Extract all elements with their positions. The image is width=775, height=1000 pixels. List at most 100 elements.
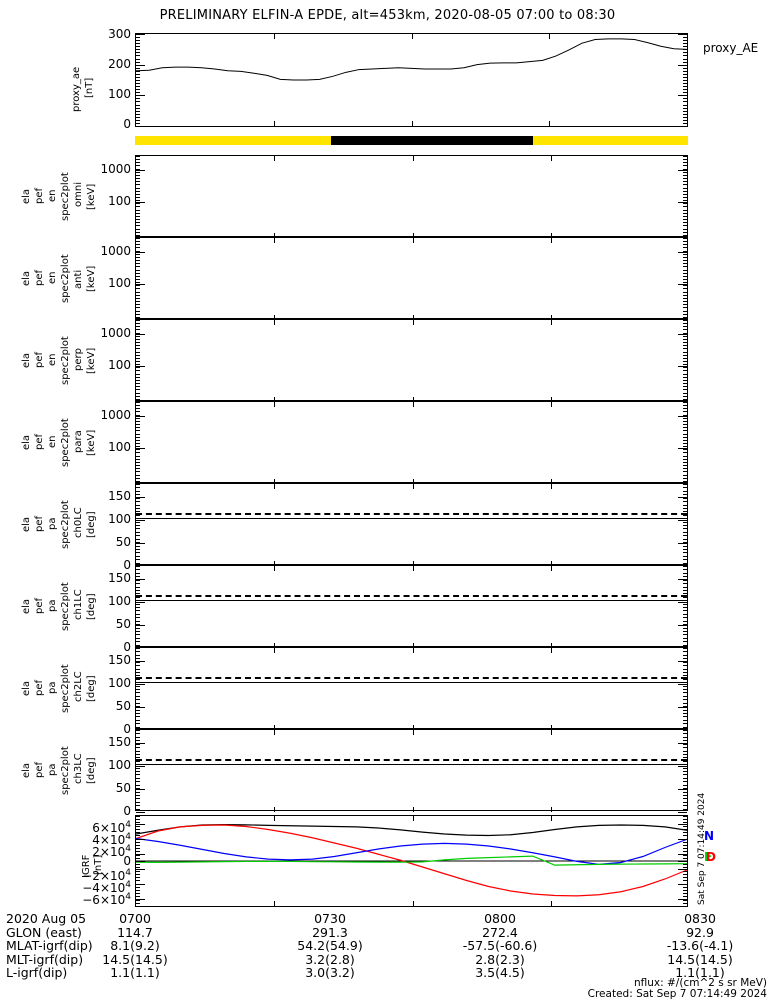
xaxis-cell: 3.5(4.5) (475, 965, 525, 980)
igrf-ytick-exponent: 4 (125, 820, 131, 830)
lc-ylabel-2: pa (47, 681, 58, 694)
xaxis-table: 2020 Aug 05 0700 0730 0800 0830 GLON (east) 11… (0, 912, 775, 980)
igrf-ytick: −4×104 (82, 880, 131, 895)
losscone-panel-ch0lc (135, 483, 688, 567)
proxy-ae-ylabel-line1: proxy_ae (71, 66, 82, 112)
spec-ytick: 1000 (100, 161, 131, 176)
footer-created: Created: Sat Sep 7 07:14:49 2024 (587, 988, 767, 1000)
spec-ylabel-3: spec2plot (60, 254, 71, 304)
antilosscone-dashed-line (136, 759, 687, 761)
antilosscone-dashed-line (136, 513, 687, 515)
xaxis-cell: 1.1(1.1) (110, 965, 160, 980)
lc-ytick: 100 (108, 676, 131, 691)
xaxis-cell: 0830 (684, 911, 716, 926)
lc-ylabel-1: pef (34, 598, 45, 615)
igrf-ytick-exponent: 4 (125, 844, 131, 854)
xaxis-cell: -13.6(-4.1) (666, 938, 734, 953)
igrf-vertical-date: Sat Sep 7 07:14:49 2024 (697, 792, 707, 905)
spec-ylabel-2: en (47, 271, 58, 284)
xaxis-cell: 92.9 (686, 924, 714, 940)
xaxis-cell: -57.5(-60.6) (462, 938, 538, 953)
spec-ytick: 1000 (100, 243, 131, 258)
spec-ytick: 100 (108, 193, 131, 208)
spec-ylabel-2: en (47, 435, 58, 448)
lc-ylabel-0: ela (21, 599, 32, 615)
spec-ylabel-4: para (73, 430, 84, 454)
xaxis-cell: 291.3 (312, 924, 348, 940)
proxy-ae-plot (136, 34, 687, 126)
spectrogram-panel-omni (135, 155, 688, 238)
lc-ylabel-4: ch0LC (73, 507, 84, 538)
lc-ytick: 150 (108, 653, 131, 668)
spec-ylabel-3: spec2plot (60, 336, 71, 386)
lc-ylabel-4: ch2LC (73, 671, 84, 702)
lc-ytick: 150 (108, 571, 131, 586)
xaxis-cell: 114.7 (117, 924, 153, 940)
igrf-ytick: −2×104 (82, 868, 131, 883)
xaxis-row: 2020 Aug 05 0700 0730 0800 0830 (0, 912, 775, 926)
igrf-series-D (136, 825, 687, 896)
lc-ylabel-3: spec2plot (60, 664, 71, 714)
lc-ylabel-1: pef (34, 516, 45, 533)
lc-ytick: 0 (123, 722, 131, 736)
spectrogram-panel-para (135, 401, 688, 484)
proxy-ae-ytick-100: 100 (108, 87, 131, 101)
xaxis-row-label: L-igrf(dip) (6, 965, 68, 980)
xaxis-row-label: 2020 Aug 05 (6, 911, 87, 926)
losscone-panel-ch1lc (135, 565, 688, 649)
xaxis-cell: 3.2(2.8) (305, 951, 355, 967)
proxy-ae-right-label: proxy_AE (703, 41, 759, 55)
lc-ylabel-4: ch1LC (73, 589, 84, 620)
lc-ylabel-1: pef (34, 762, 45, 779)
lc-ytick: 50 (115, 617, 131, 632)
igrf-series-B (136, 825, 687, 836)
spec-ylabel-0: ela (21, 189, 32, 205)
losscone-solid-line (136, 518, 687, 519)
igrf-legend-E: E (704, 850, 713, 864)
lc-ytick: 50 (115, 535, 131, 550)
lc-ylabel-2: pa (47, 517, 58, 530)
lc-ytick: 50 (115, 781, 131, 796)
lc-ytick: 150 (108, 735, 131, 750)
lc-ytick: 0 (123, 558, 131, 572)
proxy-ae-panel (135, 33, 688, 127)
spec-ytick: 100 (108, 275, 131, 290)
antilosscone-dashed-line (136, 595, 687, 597)
xaxis-cell: 3.0(3.2) (305, 965, 355, 980)
igrf-ytick-exponent: 4 (125, 892, 131, 902)
lc-ytick: 0 (123, 640, 131, 654)
proxy-ae-ytick-0: 0 (123, 117, 131, 131)
xaxis-cell: 14.5(14.5) (667, 951, 733, 967)
igrf-legend-N: N (704, 829, 715, 843)
lc-ytick: 100 (108, 594, 131, 609)
xaxis-row-label: MLT-igrf(dip) (6, 951, 84, 967)
losscone-solid-line (136, 600, 687, 601)
spec-ylabel-1: pef (34, 352, 45, 369)
spec-ytick: 100 (108, 357, 131, 372)
spec-ylabel-3: spec2plot (60, 418, 71, 468)
xaxis-row-label: GLON (east) (6, 924, 82, 940)
igrf-ytick-exponent: 4 (125, 832, 131, 842)
spec-ylabel-2: en (47, 189, 58, 202)
igrf-ytick: 0 (123, 854, 131, 868)
proxy-ae-line (136, 39, 687, 80)
lc-ylabel-0: ela (21, 517, 32, 533)
xaxis-row-label: MLAT-igrf(dip) (6, 938, 93, 953)
xaxis-row: MLT-igrf(dip) 14.5(14.5) 3.2(2.8) 2.8(2.3) 1… (0, 951, 775, 967)
lc-ylabel-0: ela (21, 681, 32, 697)
spec-ylabel-3: spec2plot (60, 172, 71, 222)
losscone-panel-ch3lc (135, 729, 688, 813)
xaxis-cell: 0730 (314, 911, 346, 926)
spectrogram-panel-perp (135, 319, 688, 402)
igrf-ytick: 6×104 (92, 820, 131, 835)
igrf-ytick-exponent: 4 (125, 868, 131, 878)
spec-ylabel-4: anti (73, 270, 84, 290)
xaxis-cell: 8.1(9.2) (110, 938, 160, 953)
lc-ylabel-2: pa (47, 763, 58, 776)
xaxis-cell: 1.1(1.1) (675, 965, 725, 980)
xaxis-row: MLAT-igrf(dip) 8.1(9.2) 54.2(54.9) -57.5(-6… (0, 939, 775, 953)
losscone-panel-ch2lc (135, 647, 688, 731)
igrf-panel (135, 815, 688, 907)
spec-ylabel-0: ela (21, 353, 32, 369)
